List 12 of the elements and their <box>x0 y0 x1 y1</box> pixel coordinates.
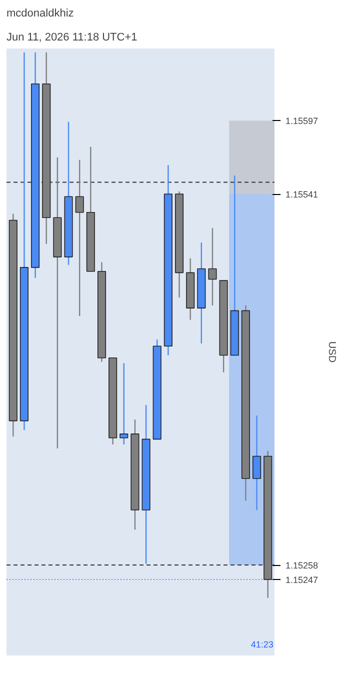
y-axis-title: USD <box>326 341 338 363</box>
y-tick-label: 1.15247 <box>286 574 318 585</box>
y-tick-label: 1.15541 <box>286 190 318 200</box>
chart-title: mcdonaldkhiz <box>6 8 74 20</box>
annotation: 41:23 <box>250 640 274 650</box>
candlestick <box>252 414 262 511</box>
y-tick-label: 1.15597 <box>286 116 318 126</box>
candlestick <box>75 159 84 317</box>
candlestick <box>208 228 217 306</box>
y-tick-label: 1.15258 <box>286 560 318 571</box>
candlestick <box>120 362 128 446</box>
chart-subtitle: Jun 11, 2026 11:18 UTC+1 <box>6 32 138 44</box>
